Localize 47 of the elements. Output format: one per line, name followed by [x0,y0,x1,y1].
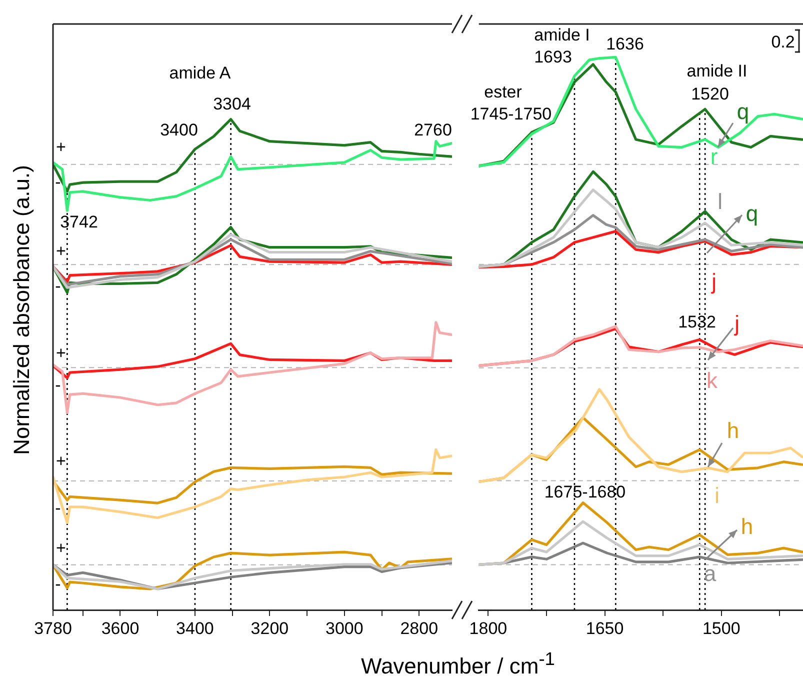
x-tick-label: 1500 [702,618,740,638]
annotation: j [710,269,716,294]
annotation: r [710,144,718,170]
x-axis-title: Wavenumber / cm$^{-1}$ [361,648,555,680]
x-tick-label: 1800 [469,618,508,638]
x-tick-label: 3780 [34,618,72,638]
text: 1636 [606,34,644,54]
annotation: 1693 [534,48,572,67]
annotation: k [706,368,718,394]
annotation: l [718,189,722,214]
annotation: - [55,574,61,594]
annotation: + [56,344,66,363]
annotation: amide II [686,62,748,81]
annotation: - [55,276,61,296]
text: amide A [169,64,232,83]
text: amide I [534,26,590,45]
annotation: + [56,538,66,558]
x-tick-label: 2800 [400,618,438,638]
annotation: ester [484,82,522,102]
text: 3304 [213,94,251,114]
annotation: q [736,99,750,124]
annotation: 1520 [691,84,729,104]
annotation: 3742 [60,212,98,232]
annotation: 3400 [160,120,198,140]
text: 0.2 [771,32,795,52]
x-tick-label: 3200 [250,618,289,638]
annotation: q [746,201,758,226]
annotation: 1675-1680 [544,482,626,502]
annotation: - [55,376,61,395]
annotation: h [726,418,740,444]
annotation: - [55,498,61,518]
annotation: a [704,561,717,586]
annotation: + [56,138,66,157]
x-tick-label: 1650 [586,618,624,638]
x-tick-label: 3600 [101,618,140,638]
annotation: 1532 [678,312,716,332]
annotation: h [740,514,754,540]
annotation: 2760 [414,120,452,140]
annotation: i [714,483,720,508]
annotation: 1745-1750 [470,104,552,124]
x-tick-label: 3400 [176,618,214,638]
annotation: j [734,311,740,336]
annotation: + [56,242,66,261]
annotation: - [55,172,61,192]
y-axis-title: Normalized absorbance (a.u.) [8,165,35,455]
annotation: + [56,452,66,471]
x-tick-label: 3000 [325,618,364,638]
